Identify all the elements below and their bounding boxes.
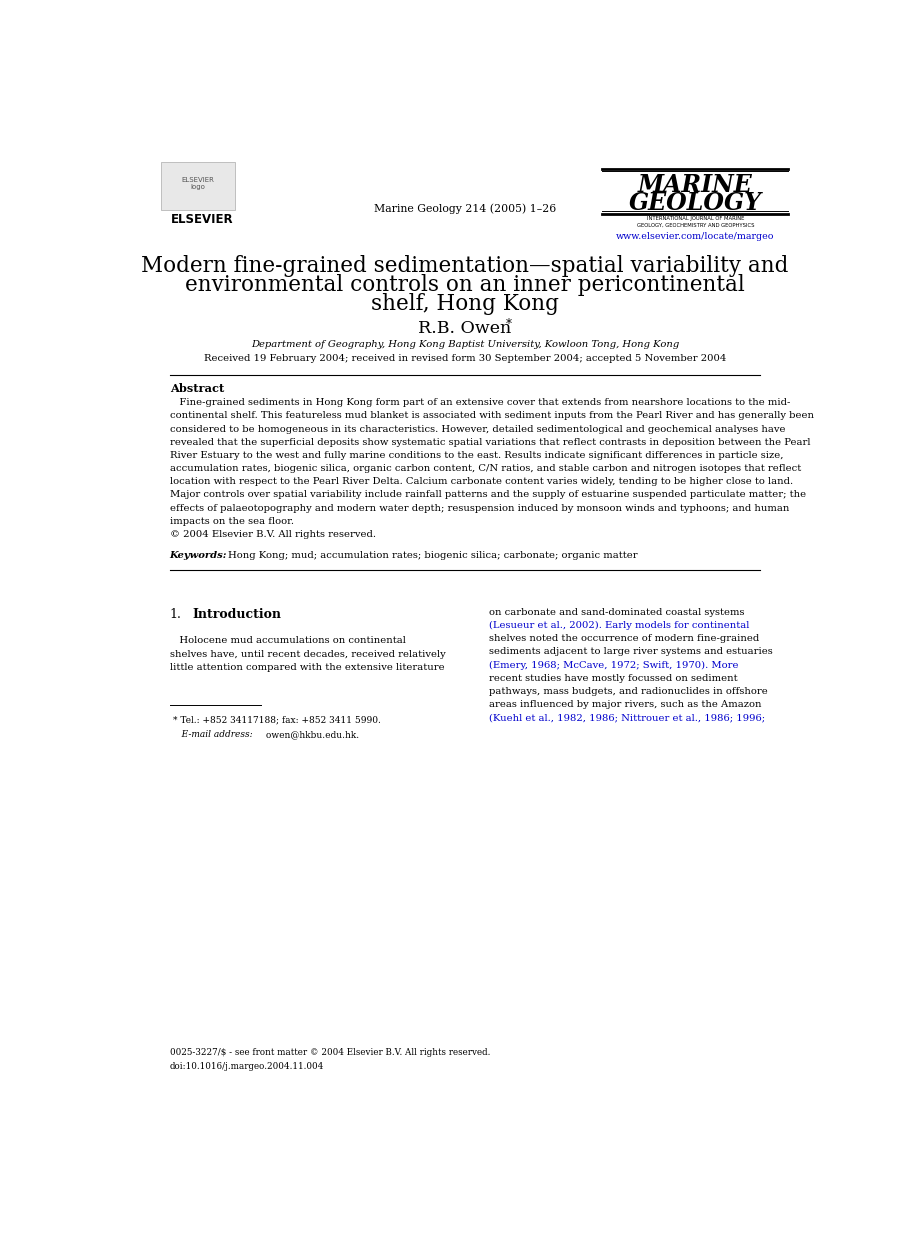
Text: River Estuary to the west and fully marine conditions to the east. Results indic: River Estuary to the west and fully mari… — [170, 451, 783, 461]
FancyBboxPatch shape — [161, 162, 235, 209]
Text: shelves noted the occurrence of modern fine-grained: shelves noted the occurrence of modern f… — [490, 634, 760, 644]
Text: INTERNATIONAL JOURNAL OF MARINE: INTERNATIONAL JOURNAL OF MARINE — [647, 217, 744, 222]
Text: GEOLOGY: GEOLOGY — [629, 192, 762, 215]
Text: continental shelf. This featureless mud blanket is associated with sediment inpu: continental shelf. This featureless mud … — [170, 411, 814, 421]
Text: Fine-grained sediments in Hong Kong form part of an extensive cover that extends: Fine-grained sediments in Hong Kong form… — [170, 399, 790, 407]
Text: environmental controls on an inner pericontinental: environmental controls on an inner peric… — [185, 275, 745, 296]
Text: shelves have, until recent decades, received relatively: shelves have, until recent decades, rece… — [170, 650, 445, 659]
Text: Received 19 February 2004; received in revised form 30 September 2004; accepted : Received 19 February 2004; received in r… — [204, 354, 726, 364]
Text: considered to be homogeneous in its characteristics. However, detailed sedimento: considered to be homogeneous in its char… — [170, 425, 785, 433]
Text: 1.: 1. — [170, 608, 181, 620]
Text: * Tel.: +852 34117188; fax: +852 3411 5990.: * Tel.: +852 34117188; fax: +852 3411 59… — [173, 716, 381, 725]
Text: sediments adjacent to large river systems and estuaries: sediments adjacent to large river system… — [490, 647, 773, 656]
Text: little attention compared with the extensive literature: little attention compared with the exten… — [170, 662, 444, 672]
Text: Abstract: Abstract — [170, 383, 224, 394]
Text: Introduction: Introduction — [193, 608, 282, 620]
Text: MARINE: MARINE — [638, 173, 753, 197]
Text: revealed that the superficial deposits show systematic spatial variations that r: revealed that the superficial deposits s… — [170, 438, 810, 447]
Text: owen@hkbu.edu.hk.: owen@hkbu.edu.hk. — [263, 730, 359, 739]
Text: R.B. Owen: R.B. Owen — [418, 321, 512, 337]
Text: ELSEVIER
logo: ELSEVIER logo — [181, 177, 214, 189]
Text: impacts on the sea floor.: impacts on the sea floor. — [170, 516, 294, 526]
Text: shelf, Hong Kong: shelf, Hong Kong — [371, 293, 559, 316]
Text: pathways, mass budgets, and radionuclides in offshore: pathways, mass budgets, and radionuclide… — [490, 687, 768, 696]
Text: on carbonate and sand-dominated coastal systems: on carbonate and sand-dominated coastal … — [490, 608, 745, 617]
Text: Major controls over spatial variability include rainfall patterns and the supply: Major controls over spatial variability … — [170, 490, 805, 499]
Text: (Emery, 1968; McCave, 1972; Swift, 1970). More: (Emery, 1968; McCave, 1972; Swift, 1970)… — [490, 660, 739, 670]
Text: Modern fine-grained sedimentation—spatial variability and: Modern fine-grained sedimentation—spatia… — [141, 255, 788, 277]
Text: ELSEVIER: ELSEVIER — [171, 213, 234, 227]
Text: E-mail address:: E-mail address: — [173, 730, 253, 739]
Text: recent studies have mostly focussed on sediment: recent studies have mostly focussed on s… — [490, 673, 738, 682]
Text: Hong Kong; mud; accumulation rates; biogenic silica; carbonate; organic matter: Hong Kong; mud; accumulation rates; biog… — [228, 551, 638, 560]
Text: Marine Geology 214 (2005) 1–26: Marine Geology 214 (2005) 1–26 — [374, 204, 556, 214]
Text: Department of Geography, Hong Kong Baptist University, Kowloon Tong, Hong Kong: Department of Geography, Hong Kong Bapti… — [250, 340, 679, 349]
Text: (Kuehl et al., 1982, 1986; Nittrouer et al., 1986; 1996;: (Kuehl et al., 1982, 1986; Nittrouer et … — [490, 713, 766, 722]
Text: accumulation rates, biogenic silica, organic carbon content, C/N ratios, and sta: accumulation rates, biogenic silica, org… — [170, 464, 801, 473]
Text: Holocene mud accumulations on continental: Holocene mud accumulations on continenta… — [170, 636, 405, 645]
Text: Keywords:: Keywords: — [170, 551, 227, 560]
Text: GEOLOGY, GEOCHEMISTRY AND GEOPHYSICS: GEOLOGY, GEOCHEMISTRY AND GEOPHYSICS — [637, 223, 754, 228]
Text: www.elsevier.com/locate/margeo: www.elsevier.com/locate/margeo — [616, 233, 775, 241]
Text: 0025-3227/$ - see front matter © 2004 Elsevier B.V. All rights reserved.: 0025-3227/$ - see front matter © 2004 El… — [170, 1049, 490, 1057]
Text: doi:10.1016/j.margeo.2004.11.004: doi:10.1016/j.margeo.2004.11.004 — [170, 1062, 324, 1071]
Text: effects of palaeotopography and modern water depth; resuspension induced by mons: effects of palaeotopography and modern w… — [170, 504, 789, 513]
Text: areas influenced by major rivers, such as the Amazon: areas influenced by major rivers, such a… — [490, 699, 762, 709]
Text: *: * — [505, 318, 512, 332]
Text: location with respect to the Pearl River Delta. Calcium carbonate content varies: location with respect to the Pearl River… — [170, 477, 793, 487]
Text: © 2004 Elsevier B.V. All rights reserved.: © 2004 Elsevier B.V. All rights reserved… — [170, 530, 375, 539]
Text: (Lesueur et al., 2002). Early models for continental: (Lesueur et al., 2002). Early models for… — [490, 621, 750, 630]
